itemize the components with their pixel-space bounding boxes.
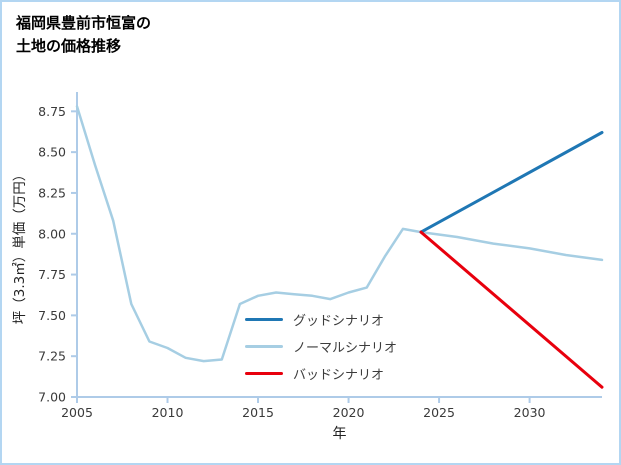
legend-item-normal: ノーマルシナリオ bbox=[245, 340, 398, 356]
x-tick-label: 2005 bbox=[61, 405, 93, 420]
x-tick-label: 2025 bbox=[423, 405, 455, 420]
y-tick-label: 7.25 bbox=[38, 349, 66, 364]
chart-legend: グッドシナリオ ノーマルシナリオ バッドシナリオ bbox=[245, 313, 398, 383]
y-tick-label: 7.00 bbox=[38, 390, 66, 405]
chart-title-line1: 福岡県豊前市恒富の bbox=[16, 14, 152, 32]
y-tick-label: 7.50 bbox=[38, 308, 66, 323]
legend-label: バッドシナリオ bbox=[293, 368, 385, 383]
y-tick-label: 7.75 bbox=[38, 267, 66, 282]
legend-item-good: グッドシナリオ bbox=[245, 313, 397, 329]
y-axis-label: 坪（3.3㎡）単価（万円） bbox=[12, 168, 28, 324]
legend-label: ノーマルシナリオ bbox=[293, 341, 398, 356]
chart-title-line2: 土地の価格推移 bbox=[16, 37, 122, 56]
legend-swatch bbox=[245, 372, 283, 375]
x-tick-label: 2015 bbox=[242, 405, 274, 420]
x-tick-label: 2030 bbox=[514, 405, 546, 420]
y-tick-label: 8.50 bbox=[38, 145, 66, 160]
x-tick-label: 2020 bbox=[333, 405, 365, 420]
y-tick-label: 8.00 bbox=[38, 226, 66, 241]
x-axis-label: 年 bbox=[333, 426, 347, 442]
legend-swatch bbox=[245, 318, 283, 321]
y-tick-label: 8.25 bbox=[38, 185, 66, 200]
x-tick-label: 2010 bbox=[152, 405, 184, 420]
y-tick-label: 8.75 bbox=[38, 104, 66, 119]
legend-label: グッドシナリオ bbox=[293, 314, 385, 329]
series-line-2 bbox=[419, 230, 604, 389]
legend-item-bad: バッドシナリオ bbox=[245, 367, 397, 383]
series-line-1 bbox=[75, 105, 604, 363]
chart-title: 福岡県豊前市恒富の 土地の価格推移 bbox=[16, 12, 151, 59]
series-line-0 bbox=[419, 131, 604, 234]
legend-swatch bbox=[245, 345, 283, 348]
